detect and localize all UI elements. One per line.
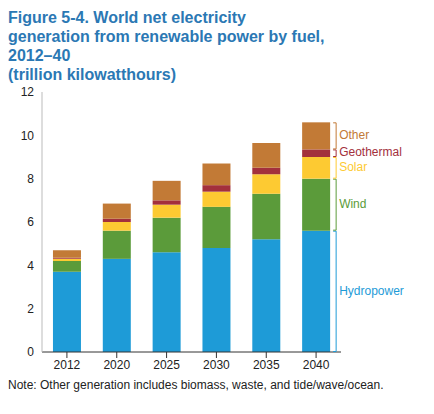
svg-text:4: 4: [27, 259, 34, 273]
svg-text:6: 6: [27, 215, 34, 229]
svg-text:0: 0: [27, 345, 34, 359]
svg-text:2035: 2035: [253, 358, 280, 372]
svg-text:2025: 2025: [153, 358, 180, 372]
html-text:Note: Other generation include: Note: Other generation includes biomass,…: [8, 378, 384, 392]
html-text:(trillion kilowatthours): (trillion kilowatthours): [8, 66, 176, 83]
html-text:Figure 5-4. World net electric: Figure 5-4. World net electricity genera…: [8, 9, 325, 64]
svg-text:Solar: Solar: [339, 160, 367, 174]
svg-text:2012: 2012: [54, 358, 81, 372]
svg-text:2: 2: [27, 302, 34, 316]
svg-text:Wind: Wind: [339, 197, 366, 211]
svg-text:10: 10: [21, 129, 35, 143]
svg-text:8: 8: [27, 172, 34, 186]
svg-text:Other: Other: [339, 128, 369, 142]
svg-text:Geothermal: Geothermal: [339, 145, 402, 159]
svg-text:2030: 2030: [203, 358, 230, 372]
svg-text:2020: 2020: [103, 358, 130, 372]
svg-text:Hydropower: Hydropower: [339, 284, 404, 298]
svg-text:2040: 2040: [303, 358, 330, 372]
svg-text:12: 12: [21, 85, 35, 99]
